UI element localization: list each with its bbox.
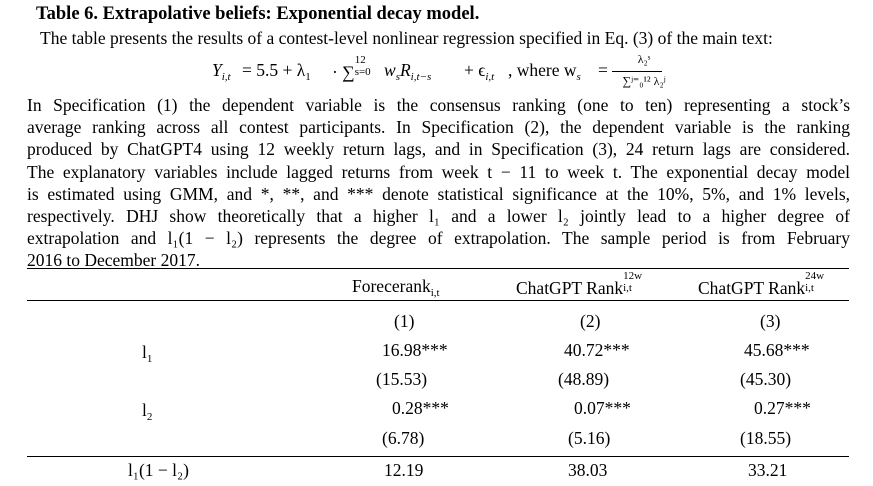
row-label-l1: l1 <box>142 342 153 365</box>
paragraph-line: is estimated using GMM, and *, **, and *… <box>27 183 850 204</box>
equation-lhs: Yi,t <box>212 60 231 83</box>
coef-cell: 45.68*** <box>744 340 810 360</box>
tstat-cell: (45.30) <box>740 369 792 389</box>
row-label-extrapolation: l₁(1 − l₂) <box>128 460 189 480</box>
tstat-cell: (15.53) <box>376 369 428 389</box>
column-header-chatgpt-12w: ChatGPT Rank 12w i,t <box>516 270 643 298</box>
equation-equals: = <box>598 60 608 80</box>
coef-cell: 40.72*** <box>564 340 630 360</box>
spec-number: (2) <box>580 311 601 331</box>
extrapolation-cell: 38.03 <box>568 460 608 480</box>
coef-cell: 0.28*** <box>392 398 449 418</box>
spec-number: (3) <box>760 311 781 331</box>
equation-weight: wsRi,t−s <box>384 60 432 83</box>
extrapolation-cell: 33.21 <box>748 460 788 480</box>
fraction-denominator: ∑ʲ⁼₀¹² λ₂ʲ <box>622 74 666 88</box>
paragraph-line: produced by ChatGPT4 using 12 weekly ret… <box>27 139 850 160</box>
equation-rhs: = 5.5 + λ1 <box>242 60 311 83</box>
equation-where: , where ws <box>508 60 581 83</box>
column-header-forecerank: Foreceranki,t <box>352 276 440 299</box>
paragraph-line: In Specification (1) the dependent varia… <box>27 95 850 115</box>
fraction-bar <box>612 71 662 72</box>
tstat-cell: (18.55) <box>740 428 792 448</box>
regression-equation: Yi,t = 5.5 + λ1 · ∑ 12 s=0 wsRi,t−s + ϵi,t… <box>212 52 732 94</box>
caption-intro: The table presents the results of a cont… <box>40 28 773 48</box>
table-title: Table 6. Extrapolative beliefs: Exponent… <box>36 4 480 24</box>
coef-cell: 0.27*** <box>754 398 811 418</box>
table-header-rule <box>27 300 849 301</box>
fraction-numerator: λ₂ˢ <box>637 52 651 66</box>
tstat-cell: (48.89) <box>558 369 610 389</box>
tstat-cell: (6.78) <box>382 428 425 448</box>
table-row-rule <box>27 456 849 457</box>
spec-number: (1) <box>394 311 415 331</box>
paragraph-line: The explanatory variables include lagged… <box>27 161 850 182</box>
paragraph-line: respectively. DHJ show theoretically tha… <box>27 206 850 227</box>
table-top-rule <box>27 268 849 269</box>
equation-error: + ϵi,t <box>464 60 495 83</box>
coef-cell: 16.98*** <box>382 340 448 360</box>
row-label-l2: l2 <box>142 400 153 423</box>
column-header-chatgpt-24w: ChatGPT Rank 24w i,t <box>698 270 825 298</box>
equation-sum: · ∑ 12 s=0 <box>332 54 371 82</box>
paragraph-line: average ranking across all contest parti… <box>27 117 850 138</box>
extrapolation-cell: 12.19 <box>384 460 424 480</box>
paragraph-line: 2016 to December 2017. <box>27 250 201 271</box>
paragraph-line: extrapolation and l₁(1 − l₂) represents … <box>27 228 850 249</box>
tstat-cell: (5.16) <box>568 428 611 448</box>
caption-paragraph: In Specification (1) the dependent varia… <box>27 94 850 272</box>
coef-cell: 0.07*** <box>574 398 631 418</box>
